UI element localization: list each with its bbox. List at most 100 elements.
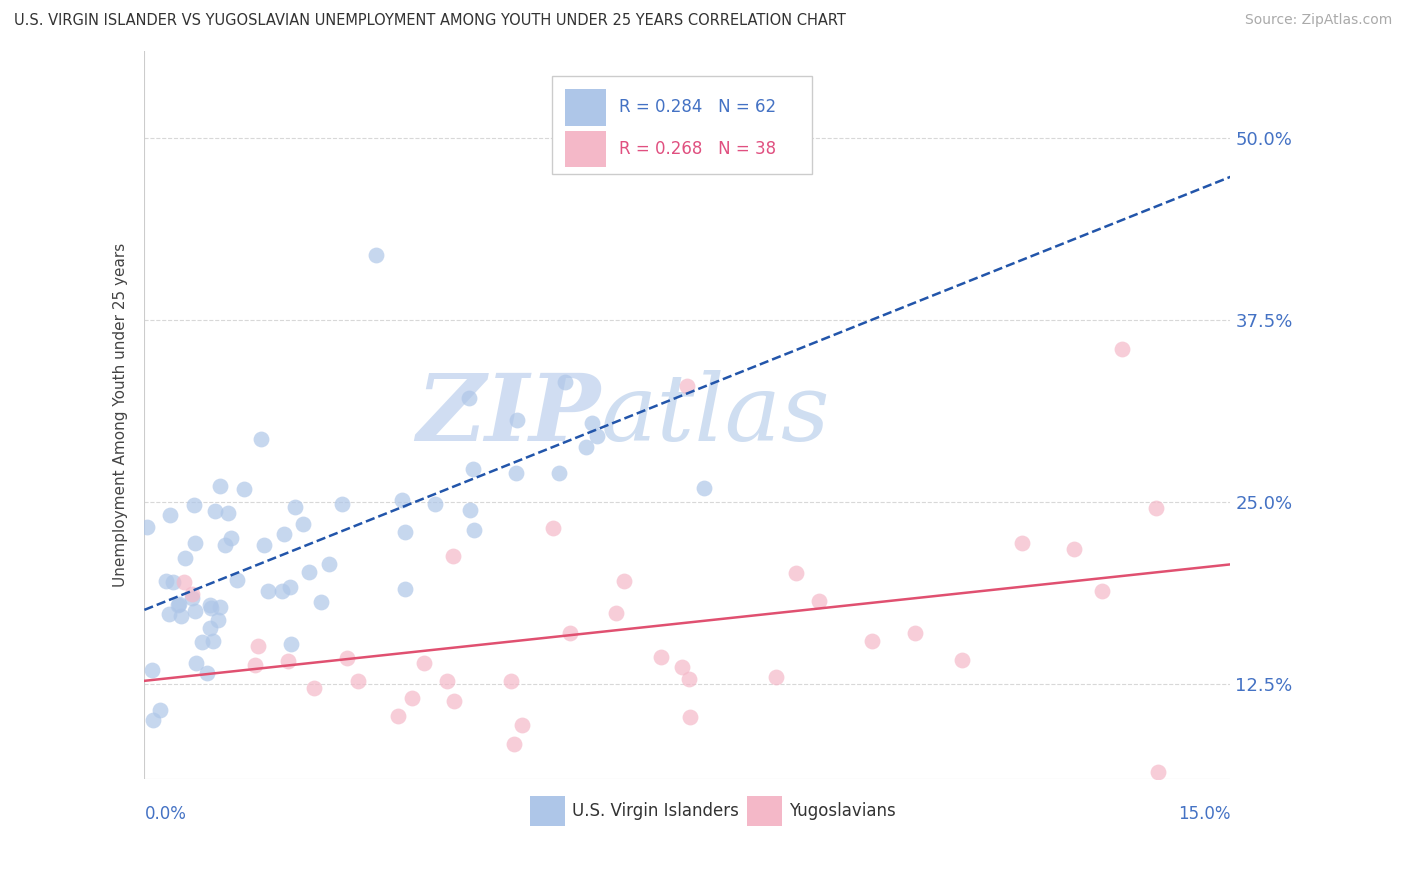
- Point: [1063, 541, 1085, 556]
- Point: [605, 606, 627, 620]
- Point: [678, 672, 700, 686]
- Point: [159, 508, 181, 522]
- Text: U.S. VIRGIN ISLANDER VS YUGOSLAVIAN UNEMPLOYMENT AMONG YOUTH UNDER 25 YEARS CORR: U.S. VIRGIN ISLANDER VS YUGOSLAVIAN UNEM…: [14, 13, 846, 29]
- Point: [149, 702, 172, 716]
- Point: [245, 658, 267, 673]
- Point: [458, 391, 481, 405]
- Point: [207, 613, 229, 627]
- Point: [200, 601, 222, 615]
- FancyBboxPatch shape: [530, 796, 565, 826]
- Point: [650, 649, 672, 664]
- Point: [458, 503, 481, 517]
- Point: [401, 691, 423, 706]
- Point: [330, 497, 353, 511]
- Point: [679, 710, 702, 724]
- Point: [676, 378, 699, 392]
- Point: [198, 621, 221, 635]
- Point: [167, 599, 190, 613]
- FancyBboxPatch shape: [565, 131, 606, 167]
- Point: [671, 660, 693, 674]
- Point: [191, 634, 214, 648]
- Text: Yugoslavians: Yugoslavians: [789, 802, 896, 820]
- Point: [162, 575, 184, 590]
- FancyBboxPatch shape: [747, 796, 782, 826]
- Point: [613, 574, 636, 589]
- Point: [952, 653, 974, 667]
- Point: [173, 574, 195, 589]
- Text: ZIP: ZIP: [416, 370, 600, 459]
- Point: [441, 549, 464, 564]
- Point: [423, 497, 446, 511]
- Point: [277, 654, 299, 668]
- Point: [201, 634, 224, 648]
- Point: [1111, 343, 1133, 357]
- Point: [1147, 764, 1170, 779]
- Point: [195, 666, 218, 681]
- Point: [575, 440, 598, 454]
- Point: [174, 550, 197, 565]
- Point: [461, 462, 484, 476]
- Point: [170, 609, 193, 624]
- Point: [586, 429, 609, 443]
- Point: [141, 663, 163, 677]
- Point: [502, 738, 524, 752]
- Point: [387, 709, 409, 723]
- Point: [249, 432, 271, 446]
- Text: atlas: atlas: [600, 370, 830, 459]
- Point: [246, 639, 269, 653]
- Point: [904, 626, 927, 640]
- Point: [219, 532, 242, 546]
- Point: [180, 587, 202, 601]
- Point: [271, 583, 294, 598]
- Point: [693, 482, 716, 496]
- Text: R = 0.268   N = 38: R = 0.268 N = 38: [619, 140, 776, 158]
- Point: [302, 681, 325, 695]
- Point: [204, 504, 226, 518]
- Point: [391, 493, 413, 508]
- Point: [214, 538, 236, 552]
- Text: 15.0%: 15.0%: [1178, 805, 1230, 823]
- Point: [558, 626, 581, 640]
- Text: Source: ZipAtlas.com: Source: ZipAtlas.com: [1244, 13, 1392, 28]
- Text: U.S. Virgin Islanders: U.S. Virgin Islanders: [572, 802, 740, 820]
- Point: [510, 718, 533, 732]
- Point: [183, 536, 205, 550]
- Point: [506, 413, 529, 427]
- Point: [180, 591, 202, 606]
- Point: [136, 519, 159, 533]
- Point: [257, 583, 280, 598]
- Point: [1146, 500, 1168, 515]
- Point: [198, 598, 221, 612]
- Point: [808, 594, 831, 608]
- Point: [443, 694, 465, 708]
- Point: [225, 573, 247, 587]
- Point: [184, 604, 207, 618]
- Point: [233, 482, 256, 496]
- Point: [394, 582, 416, 597]
- Point: [346, 674, 368, 689]
- Point: [292, 517, 315, 532]
- Point: [169, 597, 191, 611]
- Point: [554, 375, 576, 389]
- Point: [547, 466, 569, 480]
- Point: [253, 538, 276, 552]
- Point: [505, 466, 527, 480]
- Point: [284, 500, 307, 514]
- Point: [412, 656, 434, 670]
- Point: [463, 523, 485, 537]
- Y-axis label: Unemployment Among Youth under 25 years: Unemployment Among Youth under 25 years: [114, 243, 128, 587]
- Point: [157, 607, 180, 621]
- Point: [541, 521, 564, 535]
- Point: [860, 634, 883, 648]
- Point: [318, 557, 340, 571]
- Point: [141, 713, 163, 727]
- Point: [309, 595, 332, 609]
- Point: [1091, 584, 1114, 599]
- Text: R = 0.284   N = 62: R = 0.284 N = 62: [619, 98, 776, 116]
- Point: [581, 416, 603, 430]
- Point: [394, 524, 416, 539]
- Point: [208, 599, 231, 614]
- Point: [155, 574, 177, 588]
- FancyBboxPatch shape: [551, 76, 813, 175]
- Point: [183, 498, 205, 512]
